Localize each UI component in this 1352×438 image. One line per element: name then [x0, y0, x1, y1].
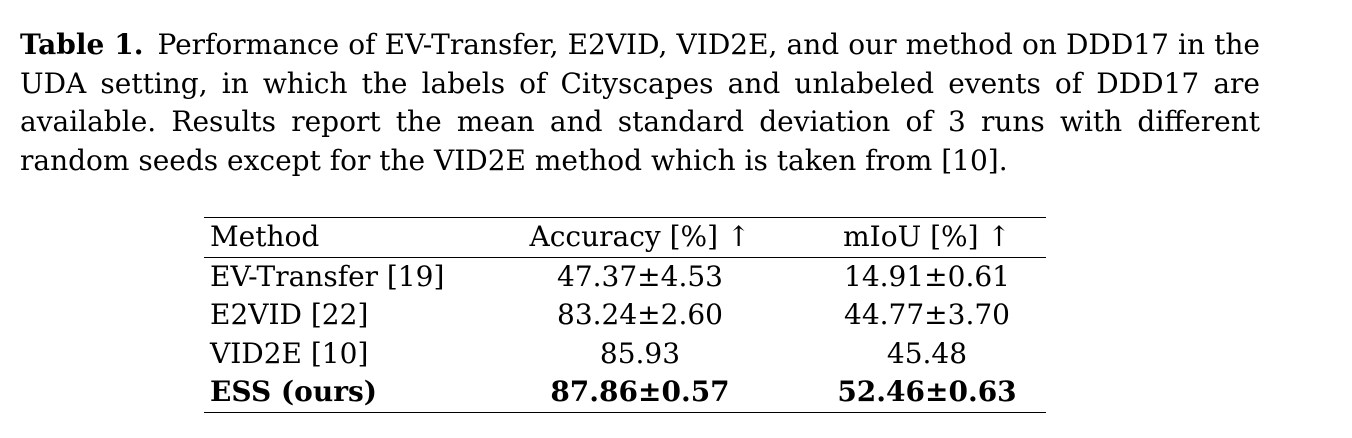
- table-caption: Table 1. Performance of EV-Transfer, E2VI…: [20, 26, 1260, 180]
- header-method: Method: [204, 218, 472, 258]
- row-accuracy: 87.86±0.57: [472, 373, 808, 412]
- caption-label: Table 1.: [20, 28, 144, 61]
- row-accuracy: 47.37±4.53: [472, 257, 808, 296]
- table-row-ours: ESS (ours) 87.86±0.57 52.46±0.63: [204, 373, 1046, 412]
- header-miou: mIoU [%] ↑: [808, 218, 1046, 258]
- table-row: VID2E [10] 85.93 45.48: [204, 335, 1046, 374]
- row-accuracy: 85.93: [472, 335, 808, 374]
- table-row: EV-Transfer [19] 47.37±4.53 14.91±0.61: [204, 257, 1046, 296]
- row-method: ESS (ours): [204, 373, 472, 412]
- row-miou: 52.46±0.63: [808, 373, 1046, 412]
- results-table: Method Accuracy [%] ↑ mIoU [%] ↑ EV-Tran…: [204, 217, 1046, 413]
- row-method: E2VID [22]: [204, 296, 472, 335]
- row-miou: 14.91±0.61: [808, 257, 1046, 296]
- row-method: EV-Transfer [19]: [204, 257, 472, 296]
- table-header-row: Method Accuracy [%] ↑ mIoU [%] ↑: [204, 218, 1046, 258]
- caption-text: Performance of EV-Transfer, E2VID, VID2E…: [20, 28, 1260, 177]
- row-miou: 45.48: [808, 335, 1046, 374]
- row-miou: 44.77±3.70: [808, 296, 1046, 335]
- row-method: VID2E [10]: [204, 335, 472, 374]
- row-accuracy: 83.24±2.60: [472, 296, 808, 335]
- table-row: E2VID [22] 83.24±2.60 44.77±3.70: [204, 296, 1046, 335]
- header-accuracy: Accuracy [%] ↑: [472, 218, 808, 258]
